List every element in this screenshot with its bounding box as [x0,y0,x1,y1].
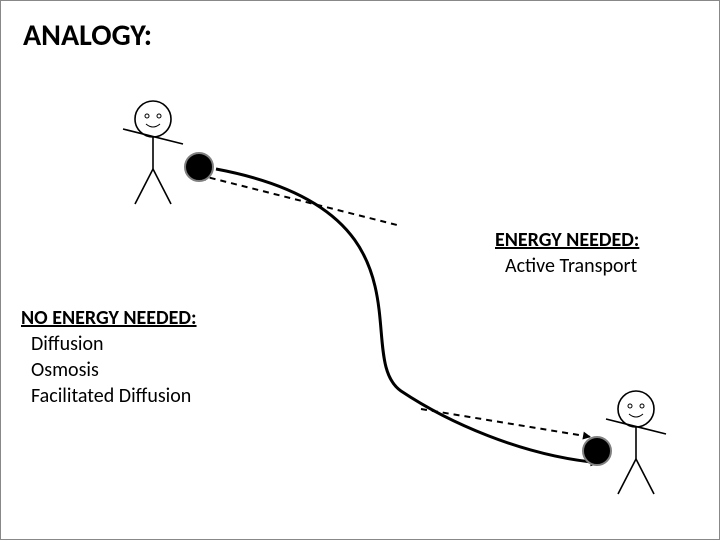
no-energy-item-osmosis: Osmosis [21,357,197,383]
ball-bottom-icon [583,437,611,465]
no-energy-needed-block: NO ENERGY NEEDED: Diffusion Osmosis Faci… [21,305,197,409]
slide: ANALOGY: ENERGY NEEDED: Active Transport… [0,0,720,540]
ball-top-icon [185,153,213,181]
hill-curve [216,169,601,463]
energy-needed-block: ENERGY NEEDED: Active Transport [495,227,639,279]
stick-figure-bottom [606,391,666,494]
no-energy-needed-heading: NO ENERGY NEEDED: [21,306,197,330]
energy-needed-item: Active Transport [495,253,639,279]
dashed-arrow-bottom [421,409,591,437]
dashed-top-arrowhead-icon [199,173,208,181]
energy-needed-heading: ENERGY NEEDED: [495,228,639,252]
dashed-bottom-arrowhead-icon [582,432,591,440]
no-energy-item-facilitated: Facilitated Diffusion [21,383,197,409]
stick-figure-top [123,101,183,204]
hill-arrowhead-icon [590,456,601,466]
no-energy-item-diffusion: Diffusion [21,331,197,357]
slide-title: ANALOGY: [23,17,152,54]
dashed-arrow-top [199,175,401,226]
